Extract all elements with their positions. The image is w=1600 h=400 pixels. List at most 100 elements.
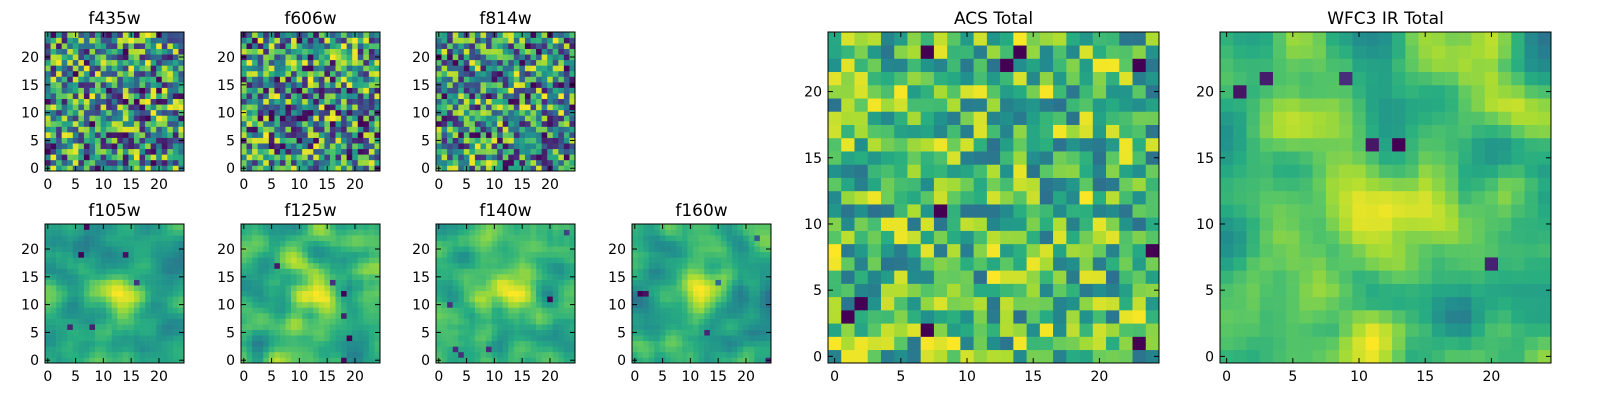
- heatmap-cell: [436, 251, 442, 258]
- heatmap-cell: [335, 120, 342, 127]
- heatmap-cell: [352, 82, 359, 88]
- heatmap-cell: [670, 240, 677, 247]
- heatmap-cell: [324, 159, 331, 166]
- heatmap-cell: [704, 229, 711, 236]
- heatmap-cell: [632, 268, 638, 275]
- heatmap-cell: [67, 296, 74, 303]
- heatmap-cell: [117, 82, 124, 88]
- heatmap-cell: [241, 351, 247, 358]
- heatmap-cell: [352, 98, 359, 105]
- heatmap-cell: [447, 59, 453, 66]
- heatmap-cell: [95, 98, 101, 105]
- heatmap-cell: [352, 324, 359, 330]
- heatmap-cell: [1066, 310, 1080, 324]
- heatmap-cell: [346, 87, 353, 94]
- heatmap-cell: [100, 109, 107, 116]
- heatmap-cell: [530, 126, 537, 133]
- heatmap-cell: [502, 32, 509, 38]
- heatmap-cell: [676, 224, 683, 230]
- heatmap-cell: [880, 164, 895, 178]
- heatmap-cell: [541, 54, 548, 61]
- heatmap-cell: [252, 301, 258, 308]
- heatmap-cell: [106, 143, 113, 150]
- heatmap-cell: [841, 296, 855, 311]
- heatmap-cell: [302, 143, 309, 150]
- heatmap-cell: [374, 257, 381, 264]
- heatmap-cell: [252, 109, 258, 116]
- heatmap-cell: [720, 351, 727, 358]
- heatmap-cell: [519, 87, 526, 94]
- heatmap-cell: [296, 120, 303, 127]
- heatmap-cell: [100, 346, 107, 353]
- heatmap-cell: [1145, 177, 1160, 192]
- heatmap-cell: [279, 98, 286, 105]
- heatmap-cell: [552, 240, 559, 247]
- heatmap-cell: [828, 164, 842, 178]
- heatmap-cell: [933, 204, 948, 218]
- heatmap-cell: [45, 351, 51, 358]
- heatmap-cell: [368, 82, 375, 88]
- heatmap-cell: [513, 132, 520, 138]
- heatmap-cell: [100, 279, 107, 286]
- heatmap-cell: [307, 296, 314, 303]
- heatmap-cell: [569, 43, 576, 49]
- heatmap-cell: [100, 246, 107, 253]
- heatmap-cell: [643, 268, 649, 275]
- heatmap-cell: [274, 346, 281, 353]
- heatmap-cell: [508, 137, 515, 144]
- heatmap-cell: [335, 324, 342, 330]
- heatmap-cell: [67, 115, 74, 122]
- heatmap-cell: [1026, 151, 1041, 165]
- heatmap-cell: [841, 177, 855, 192]
- heatmap-cell: [145, 32, 151, 38]
- heatmap-cell: [659, 324, 666, 330]
- heatmap-cell: [447, 165, 453, 172]
- heatmap-cell: [56, 307, 62, 314]
- heatmap-cell: [368, 251, 375, 258]
- heatmap-cell: [682, 246, 688, 253]
- heatmap-cell: [352, 37, 359, 44]
- heatmap-cell: [447, 312, 453, 319]
- heatmap-cell: [161, 357, 168, 364]
- heatmap-cell: [167, 324, 174, 330]
- heatmap-cell: [133, 301, 140, 308]
- heatmap-cell: [139, 324, 146, 330]
- heatmap-cell: [676, 290, 683, 297]
- heatmap-cell: [83, 32, 90, 38]
- heatmap-cell: [346, 290, 353, 297]
- heatmap-cell: [452, 268, 459, 275]
- heatmap-cell: [329, 109, 336, 116]
- heatmap-cell: [357, 115, 364, 122]
- heatmap-cell: [720, 307, 727, 314]
- heatmap-cell: [122, 48, 129, 55]
- heatmap-cell: [274, 246, 281, 253]
- heatmap-cell: [172, 37, 179, 44]
- heatmap-cell: [463, 307, 470, 314]
- heatmap-cell: [291, 340, 297, 347]
- heatmap-cell: [56, 290, 62, 297]
- heatmap-cell: [368, 329, 375, 336]
- heatmap-cell: [1092, 243, 1107, 258]
- heatmap-cell: [83, 357, 90, 364]
- heatmap-cell: [246, 329, 253, 336]
- heatmap-cell: [363, 43, 370, 49]
- heatmap-cell: [654, 290, 661, 297]
- heatmap-cell: [547, 87, 554, 94]
- heatmap-cell: [341, 235, 347, 241]
- heatmap-cell: [329, 235, 336, 241]
- heatmap-cell: [486, 154, 492, 161]
- heatmap-cell: [291, 82, 297, 88]
- heatmap-cell: [547, 120, 554, 127]
- heatmap-cell: [709, 307, 716, 314]
- heatmap-cell: [335, 104, 342, 111]
- heatmap-cell: [268, 268, 275, 275]
- heatmap-cell: [907, 270, 921, 284]
- heatmap-cell: [279, 82, 286, 88]
- heatmap-cell: [307, 301, 314, 308]
- heatmap-cell: [854, 296, 869, 311]
- heatmap-cell: [497, 290, 504, 297]
- heatmap-cell: [318, 224, 325, 230]
- heatmap-cell: [552, 132, 559, 138]
- heatmap-cell: [72, 115, 79, 122]
- heatmap-cell: [324, 251, 331, 258]
